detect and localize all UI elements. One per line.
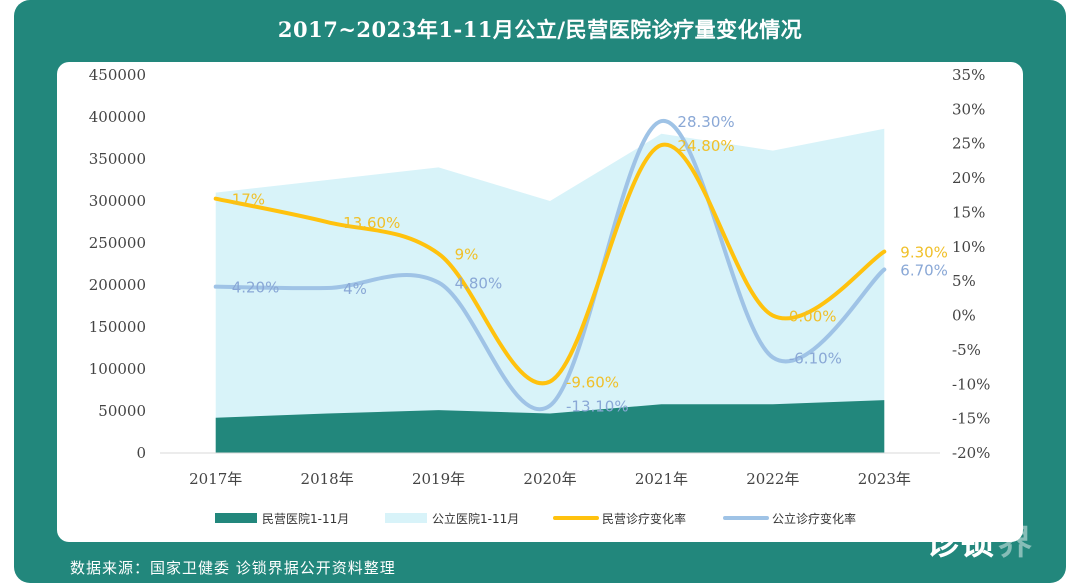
data-label-private-rate: 0.00% (789, 308, 837, 326)
data-label-private-rate: 9% (455, 246, 479, 264)
logo-glyph-faded: 界 (998, 523, 1032, 563)
data-label-private-rate: 24.80% (677, 137, 734, 155)
data-label-private-rate: 13.60% (343, 214, 400, 232)
y-right-tick-label: 35% (952, 66, 985, 84)
y-right-tick-label: 0% (952, 307, 976, 325)
data-label-private-rate: -9.60% (566, 374, 619, 392)
legend-private-area-label: 民营医院1-11月 (262, 512, 349, 526)
x-tick-label: 2019年 (412, 470, 465, 488)
x-tick-label: 2018年 (301, 470, 354, 488)
y-right-tick-label: 30% (952, 100, 985, 118)
data-label-public-rate: -6.10% (789, 349, 842, 367)
x-tick-label: 2020年 (523, 470, 576, 488)
y-left-tick-label: 150000 (89, 318, 146, 336)
data-label-private-rate: 9.30% (900, 244, 948, 262)
legend-private-area-swatch (215, 513, 257, 523)
y-left-tick-label: 400000 (89, 108, 146, 126)
data-source: 数据来源：国家卫健委 诊锁界据公开资料整理 (70, 559, 396, 577)
y-right-tick-label: 10% (952, 238, 985, 256)
logo-glyphs: 诊锁 (926, 523, 994, 563)
y-right-tick-label: -10% (952, 375, 990, 393)
data-label-public-rate: 6.70% (900, 261, 948, 279)
y-left-tick-label: 100000 (89, 360, 146, 378)
series-area-public (215, 128, 885, 453)
data-label-public-rate: 4% (343, 280, 367, 298)
x-tick-label: 2023年 (858, 470, 911, 488)
y-left-tick-label: 0 (136, 444, 146, 462)
y-left-tick-label: 50000 (98, 402, 146, 420)
y-left-tick-label: 200000 (89, 276, 146, 294)
y-right-tick-label: 25% (952, 135, 985, 153)
legend-public-area-swatch (385, 513, 427, 523)
x-tick-label: 2021年 (635, 470, 688, 488)
data-label-public-rate: -13.10% (566, 398, 629, 416)
legend-private-rate-label: 民营诊疗变化率 (602, 511, 686, 526)
y-left-tick-label: 450000 (89, 66, 146, 84)
y-right-tick-label: 15% (952, 203, 985, 221)
y-right-tick-label: 20% (952, 169, 985, 187)
data-label-public-rate: 4.80% (455, 275, 503, 293)
brand-logo: 诊锁 界 (926, 523, 1032, 563)
x-tick-label: 2017年 (189, 470, 242, 488)
chart-title: 2017~2023年1-11月公立/民营医院诊疗量变化情况 (277, 17, 803, 42)
data-label-public-rate: 4.20% (232, 279, 280, 297)
legend-public-area-label: 公立医院1-11月 (432, 511, 519, 526)
y-left-tick-label: 300000 (89, 192, 146, 210)
y-right-tick-label: -5% (952, 341, 981, 359)
y-right-tick-label: -20% (952, 444, 990, 462)
legend-public-rate-label: 公立诊疗变化率 (772, 511, 856, 526)
series-line-private-rate (213, 143, 887, 386)
series-line-public-rate (213, 119, 887, 411)
data-label-public-rate: 28.30% (677, 113, 734, 131)
y-right-tick-label: -15% (952, 410, 990, 428)
y-left-tick-label: 250000 (89, 234, 146, 252)
y-right-tick-label: 5% (952, 272, 976, 290)
y-left-tick-label: 350000 (89, 150, 146, 168)
data-label-private-rate: 17% (232, 191, 265, 209)
x-tick-label: 2022年 (746, 470, 799, 488)
series-area-private (215, 400, 885, 453)
